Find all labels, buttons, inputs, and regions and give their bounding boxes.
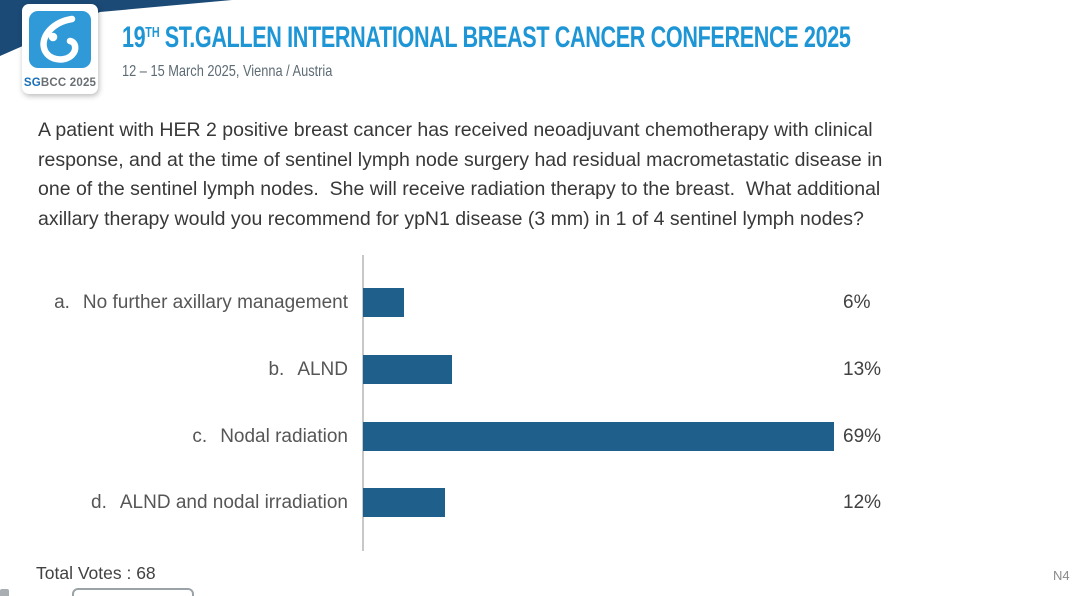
poll-option-row: b. ALND 13% [0,354,1080,385]
sgbcc-logo: SGBCC 2025 [22,4,98,94]
conference-subtitle: 12 – 15 March 2025, Vienna / Austria [122,63,333,80]
logo-caption-rest: BCC 2025 [40,77,97,89]
poll-option-row: c. Nodal radiation 69% [0,421,1080,452]
question-text: A patient with HER 2 positive breast can… [38,116,958,234]
slide-code: N4 [1053,568,1070,583]
question-line: A patient with HER 2 positive breast can… [38,119,873,141]
logo-caption-sg: SG [23,77,41,89]
question-line: response, and at the time of sentinel ly… [38,148,883,171]
result-bar [363,488,445,518]
title-text: ST.GALLEN INTERNATIONAL BREAST CANCER CO… [164,21,851,54]
option-text: No further axillary management [82,292,348,313]
title-number: 19 [122,21,146,54]
title-ordinal: TH [145,24,160,41]
option-label: b. ALND [0,355,348,384]
option-text: ALND [297,358,348,380]
poll-option-row: a. No further axillary management 6% [0,288,1080,318]
result-bar [363,421,834,451]
result-bar [363,288,404,317]
header-title-block: 19TH ST.GALLEN INTERNATIONAL BREAST CANCE… [122,22,1080,81]
question-line: axillary therapy would you recommend for… [38,207,864,230]
conference-title: 19TH ST.GALLEN INTERNATIONAL BREAST CANCE… [122,22,851,58]
option-percentage: 13% [843,358,882,380]
option-percentage: 6% [843,292,871,313]
total-votes: Total Votes : 68 [36,563,156,583]
option-percentage: 12% [843,492,882,514]
cropped-edge-fragment [0,589,9,596]
result-bar [363,354,452,384]
poll-option-row: d. ALND and nodal irradiation 12% [0,488,1080,518]
option-letter: d. [91,492,107,514]
option-text: Nodal radiation [220,425,348,447]
option-label: c. Nodal radiation [0,422,348,451]
option-letter: b. [268,358,285,380]
option-letter: c. [192,425,208,447]
cropped-input-box[interactable] [72,588,194,596]
option-percentage: 69% [843,425,882,447]
option-label: a. No further axillary management [0,288,348,317]
axis-line [362,255,364,551]
sgbcc-logo-icon [29,11,91,68]
option-text: ALND and nodal irradiation [119,492,348,514]
option-label: d. ALND and nodal irradiation [0,488,348,517]
logo-caption: SGBCC 2025 [22,77,98,89]
option-letter: a. [54,292,70,313]
question-line: one of the sentinel lymph nodes. She wil… [38,178,881,200]
